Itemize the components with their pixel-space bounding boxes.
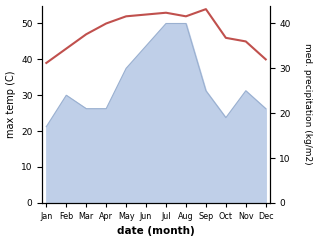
Y-axis label: med. precipitation (kg/m2): med. precipitation (kg/m2) xyxy=(303,43,313,165)
Y-axis label: max temp (C): max temp (C) xyxy=(5,70,16,138)
X-axis label: date (month): date (month) xyxy=(117,227,195,236)
